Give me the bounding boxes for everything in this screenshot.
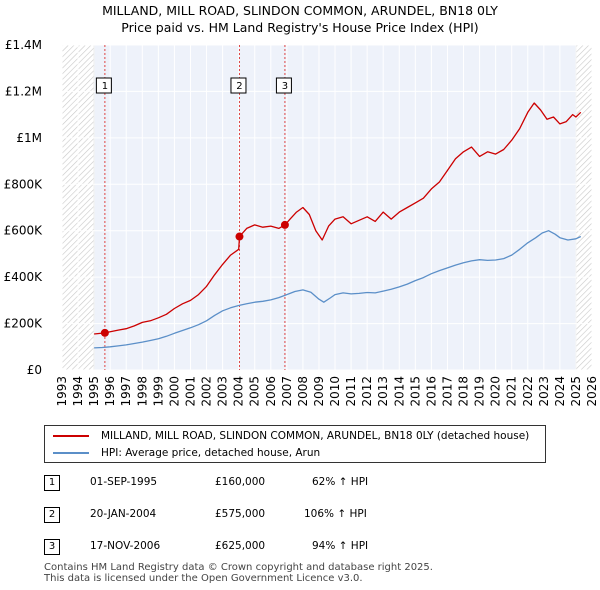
x-tick-label: 2024 [553, 376, 567, 407]
x-tick-label: 2012 [360, 376, 374, 407]
transaction-date: 01-SEP-1995 [90, 476, 158, 488]
transaction-price: £160,000 [215, 476, 266, 488]
footer-copyright: Contains HM Land Registry data © Crown c… [44, 562, 433, 573]
transaction-date: 17-NOV-2006 [90, 540, 161, 552]
x-tick-label: 1996 [103, 376, 117, 407]
transaction-badge: 3 [44, 539, 60, 555]
transaction-hpi: 106% ↑ HPI [304, 508, 367, 520]
x-tick-label: 1998 [135, 376, 149, 407]
legend-item-hpi: HPI: Average price, detached house, Arun [53, 445, 320, 461]
transaction-label-box [230, 77, 247, 94]
x-tick-label: 2015 [408, 376, 422, 407]
hpi-series-line [94, 230, 582, 349]
plot-area [62, 45, 592, 370]
x-tick-label: 2001 [183, 376, 197, 407]
transaction-label: 1 [102, 81, 108, 92]
transaction-label-box [275, 77, 292, 94]
chart-subtitle: Price paid vs. HM Land Registry's House … [121, 20, 479, 35]
legend-red-swatch [53, 435, 89, 437]
y-tick-label: £1.2M [5, 84, 42, 98]
legend-blue-swatch [53, 452, 89, 454]
x-tick-label: 2008 [296, 376, 310, 407]
price-chart: 1 2 3 £0 £200K £400K £600K £800K £1M £1.2M £1.4M 19… [4, 38, 599, 407]
x-tick-label: 2009 [312, 376, 326, 407]
transaction-date: 20-JAN-2004 [90, 508, 157, 520]
transaction-price: £575,000 [215, 508, 266, 520]
transaction-badge: 1 [44, 475, 60, 491]
x-tick-label: 2011 [344, 376, 358, 407]
chart-title: MILLAND, MILL ROAD, SLINDON COMMON, ARUN… [102, 3, 498, 18]
y-tick-label: £400K [4, 270, 44, 284]
x-tick-label: 2022 [521, 376, 535, 407]
x-tick-label: 1993 [55, 376, 69, 407]
x-tick-label: 2021 [505, 376, 519, 407]
x-tick-label: 2000 [167, 376, 181, 407]
transaction-hpi: 94% ↑ HPI [312, 540, 369, 552]
x-tick-label: 2004 [232, 376, 246, 407]
x-tick-label: 1994 [71, 376, 85, 407]
transaction-point [280, 220, 289, 229]
transaction-price: £625,000 [215, 540, 266, 552]
x-tick-label: 1995 [87, 376, 101, 407]
transaction-hpi: 62% ↑ HPI [312, 476, 369, 488]
y-tick-label: £0 [27, 363, 42, 377]
x-tick-label: 2017 [440, 376, 454, 407]
x-tick-label: 2006 [264, 376, 278, 407]
x-tick-label: 2014 [392, 376, 406, 407]
transaction-badge: 2 [44, 507, 60, 523]
y-tick-label: £1.4M [5, 38, 42, 52]
transaction-label: 2 [236, 81, 242, 92]
transaction-label-box [95, 77, 112, 94]
x-tick-label: 2023 [537, 376, 551, 407]
x-tick-label: 2025 [569, 376, 583, 407]
x-tick-label: 1997 [119, 376, 133, 407]
x-tick-label: 2003 [216, 376, 230, 407]
x-tick-label: 2007 [280, 376, 294, 407]
transaction-point [235, 232, 244, 241]
x-tick-label: 2018 [457, 376, 471, 407]
footer: Contains HM Land Registry data © Crown c… [44, 562, 433, 584]
x-tick-label: 2002 [200, 376, 214, 407]
legend-hpi-label: HPI: Average price, detached house, Arun [101, 447, 321, 459]
property-series-line [94, 102, 582, 335]
x-tick-label: 2010 [328, 376, 342, 407]
x-tick-label: 2005 [248, 376, 262, 407]
x-tick-label: 2013 [376, 376, 390, 407]
transaction-point [100, 328, 109, 337]
footer-licence: This data is licensed under the Open Gov… [44, 573, 363, 584]
legend: MILLAND, MILL ROAD, SLINDON COMMON, ARUN… [44, 425, 546, 463]
y-tick-label: £600K [4, 224, 44, 238]
x-tick-label: 1999 [151, 376, 165, 407]
hatched-region [575, 45, 592, 370]
y-tick-label: £200K [4, 317, 44, 331]
x-tick-label: 2019 [473, 376, 487, 407]
legend-property-label: MILLAND, MILL ROAD, SLINDON COMMON, ARUN… [101, 430, 530, 442]
y-tick-label: £800K [4, 177, 44, 191]
x-tick-label: 2020 [489, 376, 503, 407]
y-tick-label: £1M [16, 131, 42, 145]
transaction-label: 3 [282, 81, 288, 92]
legend-item-property: MILLAND, MILL ROAD, SLINDON COMMON, ARUN… [53, 428, 529, 444]
x-tick-label: 2016 [424, 376, 438, 407]
x-tick-label: 2026 [585, 376, 599, 407]
